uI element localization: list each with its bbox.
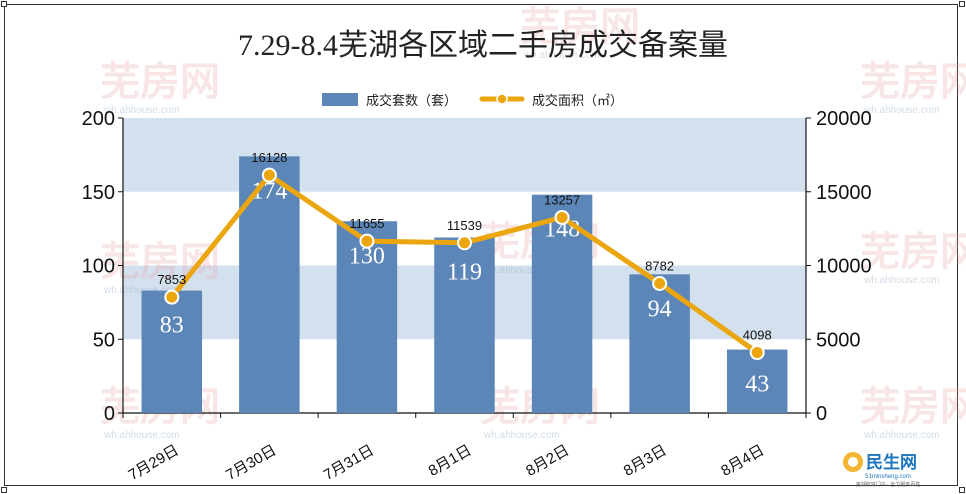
watermark-domain: wh.ahhouse.com	[483, 265, 560, 276]
y-right-tick-label: 20000	[816, 108, 872, 130]
line-point	[652, 275, 668, 291]
x-tick-label: 8月3日	[621, 442, 670, 480]
watermark-text: 芜房网	[860, 384, 966, 430]
x-tick-label: 7月30日	[223, 442, 279, 484]
grid-band	[123, 118, 806, 192]
y-right-tick-label: 15000	[816, 182, 872, 204]
line-value-label: 11539	[447, 218, 482, 233]
brand-name: 民生网	[866, 452, 917, 472]
frame-corner	[1, 1, 7, 7]
line-point	[749, 345, 765, 361]
bar-value-label: 119	[447, 259, 482, 285]
bar-value-label: 83	[160, 313, 184, 339]
brand-tagline: 芜湖权威门户 · 全力服务百姓	[856, 481, 920, 488]
x-tick-label: 7月29日	[126, 442, 182, 484]
line-value-label: 8782	[645, 258, 674, 273]
y-left-tick-label: 200	[82, 108, 115, 130]
line-value-label: 4098	[743, 328, 772, 343]
line-point	[554, 209, 570, 225]
legend-label-area: 成交面积（㎡）	[532, 93, 623, 108]
bar	[434, 237, 495, 413]
x-tick-label: 8月4日	[718, 442, 767, 480]
line-value-label: 13257	[544, 192, 580, 207]
bar	[336, 221, 398, 413]
watermark-domain: wh.ahhouse.com	[863, 430, 940, 441]
bar-value-label: 43	[745, 372, 769, 398]
frame-corner	[959, 487, 965, 493]
line-value-label: 7853	[157, 272, 186, 287]
frame-corner	[1, 487, 7, 493]
x-axis-labels: 7月29日 7月30日 7月31日 8月1日 8月2日 8月3日 8月4日	[126, 442, 768, 484]
legend-swatch-bars	[322, 93, 358, 106]
watermark-domain: wh.ahhouse.com	[103, 430, 180, 441]
legend-label-bars: 成交套数（套）	[366, 93, 457, 108]
bar	[141, 290, 203, 413]
watermark-domain: wh.ahhouse.com	[103, 285, 180, 296]
line-value-label: 16128	[251, 150, 287, 165]
watermark-domain: wh.ahhouse.com	[523, 50, 600, 61]
bar	[629, 274, 690, 413]
line-series: 7853 16128 11655 11539 13257 8782 4098	[157, 150, 772, 361]
line-point	[359, 233, 375, 249]
watermark-domain: wh.ahhouse.com	[103, 105, 180, 116]
legend-marker-area	[496, 93, 508, 105]
brand-domain: 51minsheng.com	[865, 474, 911, 480]
watermark-layer: 芜房网wh.ahhouse.com芜房网wh.ahhouse.com芜房网wh.…	[100, 4, 966, 441]
watermark-text: 芜房网	[860, 59, 966, 105]
chart-title: 7.29-8.4芜湖各区域二手房成交备案量	[238, 29, 728, 62]
legend: 成交套数（套） 成交面积（㎡）	[322, 93, 623, 108]
y-right-tick-label: 5000	[816, 329, 861, 351]
x-tick-label: 8月2日	[523, 442, 572, 480]
watermark-text: 芜房网	[100, 59, 220, 105]
y-left-tick-label: 50	[93, 329, 115, 351]
y-left-tick-label: 0	[104, 403, 115, 425]
watermark-domain: wh.ahhouse.com	[863, 275, 940, 286]
x-tick-label: 8月1日	[426, 442, 475, 480]
y-right-tick-label: 10000	[816, 256, 872, 278]
line-point	[261, 167, 277, 183]
bar-value-label: 94	[648, 296, 672, 322]
y-right-tick-label: 0	[816, 403, 827, 425]
watermark-domain: wh.ahhouse.com	[483, 430, 560, 441]
brand-logo: 民生网 51minsheng.com 芜湖权威门户 · 全力服务百姓	[843, 452, 920, 488]
bar	[726, 349, 788, 413]
line-point	[457, 235, 472, 251]
frame-corner	[959, 1, 965, 7]
y-left-tick-label: 100	[82, 256, 115, 278]
line-value-label: 11655	[349, 216, 384, 231]
y-left-tick-label: 150	[82, 182, 115, 204]
watermark-text: 芜房网	[520, 4, 640, 50]
line-point	[164, 289, 180, 305]
watermark-text: 芜房网	[860, 229, 966, 275]
watermark-domain: wh.ahhouse.com	[863, 105, 940, 116]
x-tick-label: 7月31日	[321, 442, 377, 484]
